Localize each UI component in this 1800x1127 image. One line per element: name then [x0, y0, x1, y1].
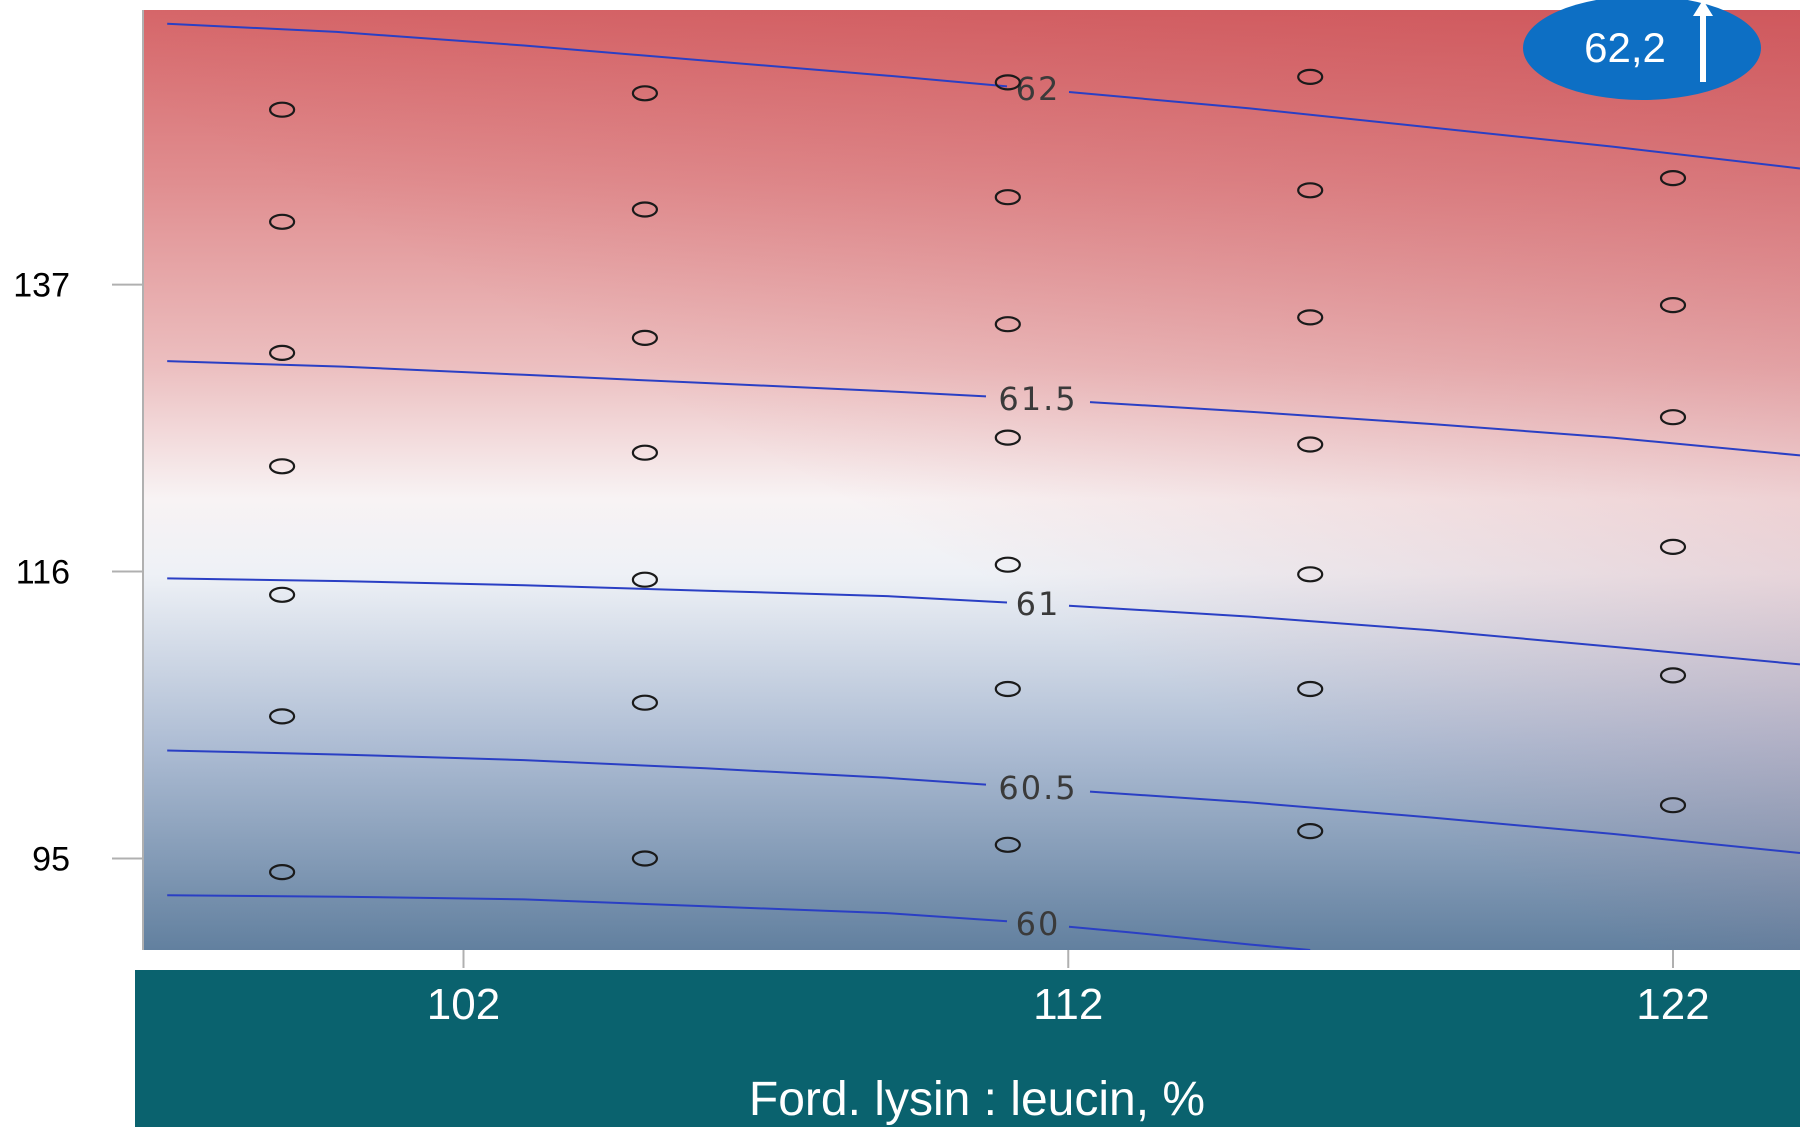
data-point	[1659, 538, 1687, 556]
x-tick-label-122: 122	[1636, 980, 1709, 1029]
data-point	[1659, 409, 1687, 426]
contour-line-60	[167, 894, 1008, 923]
contour-line-62	[167, 22, 1008, 88]
data-point	[1297, 566, 1324, 583]
y-axis-ticks: 95 116 137	[13, 267, 143, 878]
data-point	[269, 586, 296, 603]
data-point	[269, 213, 296, 230]
contour-line-60.5	[167, 749, 987, 786]
data-point	[994, 74, 1021, 91]
data-point	[1659, 797, 1687, 814]
contour-line-62	[1068, 91, 1800, 170]
data-point	[631, 571, 659, 588]
contour-label-61.5: 61.5	[998, 380, 1077, 418]
max-value-badge: 62,2	[1523, 0, 1761, 100]
data-point	[269, 101, 296, 118]
data-point	[269, 708, 296, 725]
data-point	[269, 458, 296, 475]
up-arrow-icon	[1693, 0, 1713, 82]
data-point	[631, 444, 659, 461]
contour-line-61	[1068, 604, 1800, 666]
data-point	[631, 694, 659, 711]
data-point	[1297, 182, 1324, 199]
data-point	[1659, 667, 1687, 684]
data-point	[1297, 68, 1324, 86]
data-point	[631, 329, 659, 346]
contour-line-60	[1068, 925, 1311, 950]
contour-label-62: 62	[1016, 70, 1061, 108]
data-point	[269, 863, 296, 881]
data-point	[1659, 297, 1687, 314]
y-tick-label-137: 137	[13, 267, 70, 305]
x-tick-label-112: 112	[1033, 980, 1103, 1029]
data-point	[1659, 170, 1687, 187]
x-tick-label-102: 102	[427, 980, 500, 1029]
data-point	[1297, 822, 1324, 840]
contour-line-60.5	[1089, 790, 1800, 854]
plot-background-shade	[143, 10, 1800, 950]
data-point	[269, 344, 296, 361]
contour-label-60.5: 60.5	[998, 769, 1077, 807]
data-point	[631, 850, 659, 867]
data-point	[994, 836, 1021, 853]
contour-label-61: 61	[1016, 585, 1061, 623]
contour-line-61.5	[1089, 401, 1800, 457]
data-point	[994, 316, 1021, 333]
data-point	[1297, 309, 1324, 326]
data-point	[994, 189, 1021, 206]
contour-label-60: 60	[1016, 905, 1061, 943]
contour-line-61	[167, 577, 1008, 604]
x-axis-band	[135, 970, 1800, 1127]
x-axis-ticks: 102 112 122	[427, 950, 1710, 1029]
data-points	[269, 68, 1687, 881]
contour-line-61.5	[167, 360, 987, 398]
data-point	[994, 556, 1021, 573]
data-point	[1297, 680, 1324, 698]
badge-value: 62,2	[1584, 24, 1666, 71]
data-point	[1297, 436, 1324, 453]
data-point	[994, 429, 1021, 446]
y-tick-label-95: 95	[32, 840, 70, 878]
x-axis-title: Ford. lysin : leucin, %	[749, 1073, 1205, 1126]
data-point	[994, 680, 1021, 698]
contour-lines: 62 61.5 61 60.5 60	[167, 22, 1800, 950]
data-point	[631, 201, 659, 218]
y-tick-label-116: 116	[16, 554, 70, 592]
data-point	[631, 85, 659, 102]
